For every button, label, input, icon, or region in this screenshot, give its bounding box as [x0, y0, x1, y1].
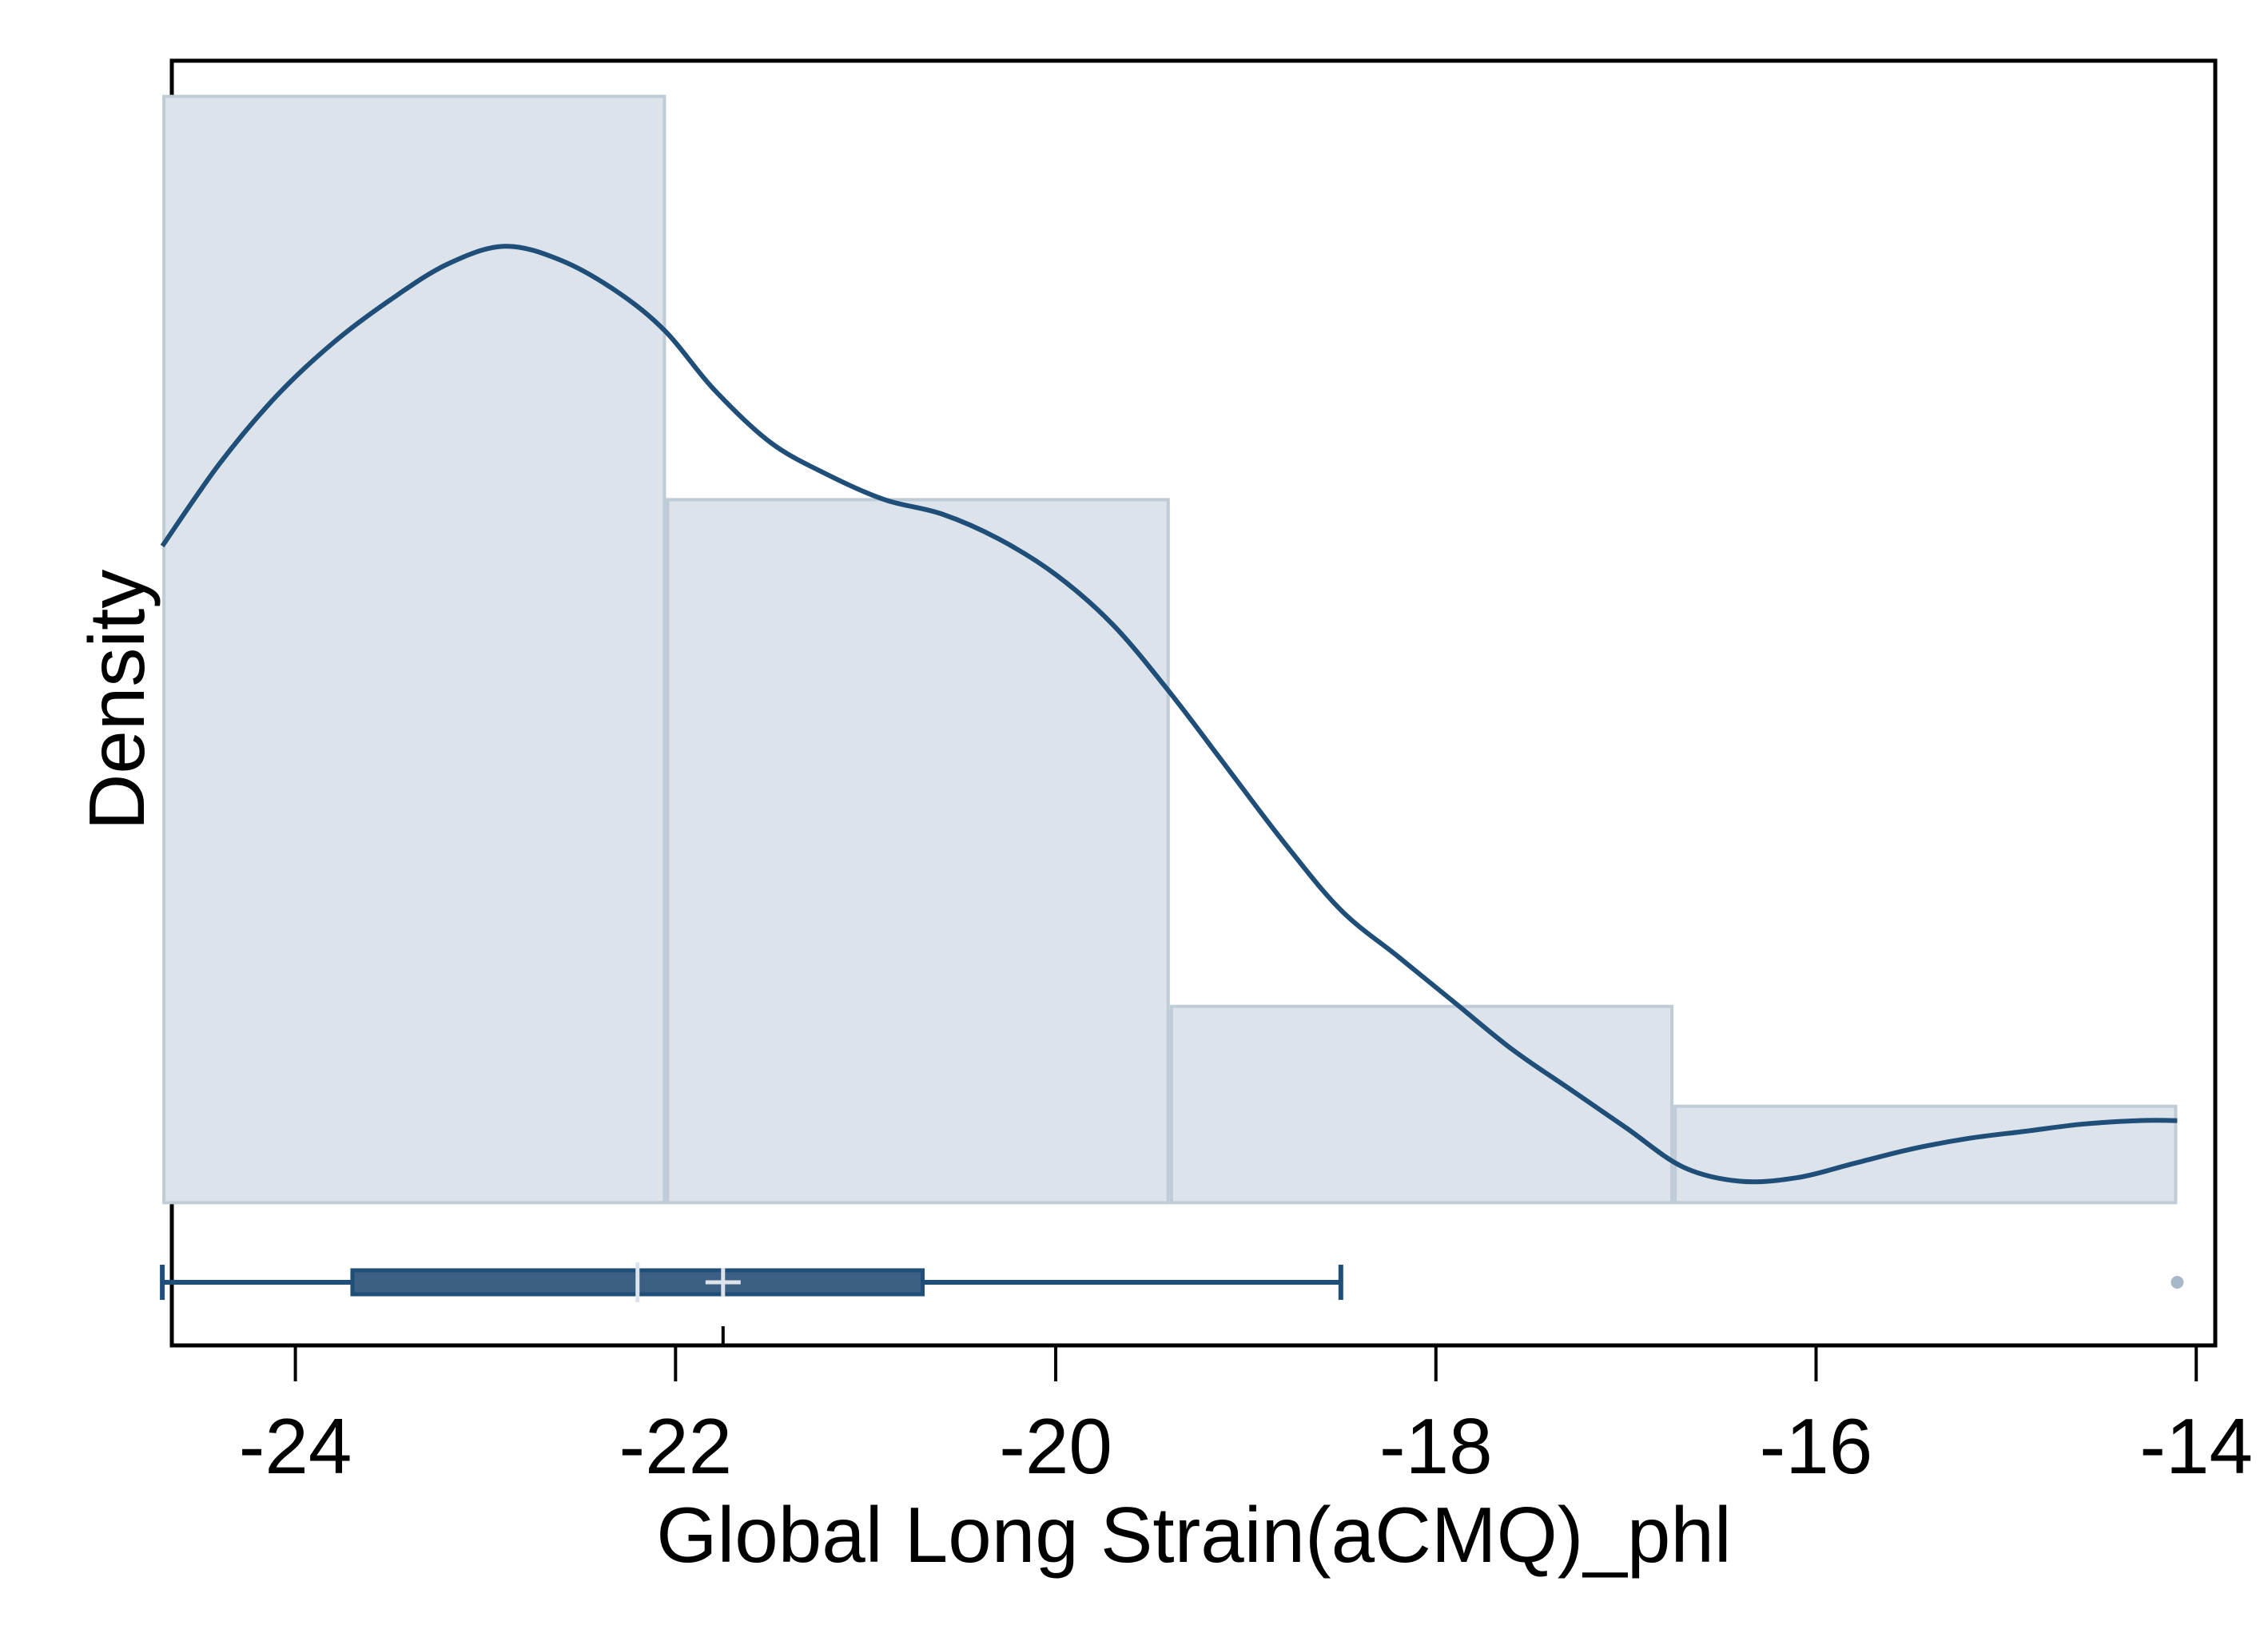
- histogram-bars: [162, 94, 2178, 1205]
- x-tick-label: -16: [1760, 1402, 1873, 1490]
- y-axis-label: Density: [73, 570, 161, 831]
- histogram-bar-3: [1169, 1004, 1674, 1205]
- x-tick-label: -18: [1379, 1402, 1493, 1490]
- x-axis: -24 -22 -20 -18 -16 -14: [239, 1345, 2253, 1490]
- kde-line: [160, 244, 2178, 1185]
- histogram-bar-1: [162, 94, 666, 1205]
- histogram-bar-2: [666, 498, 1170, 1205]
- x-axis-label: Global Long Strain(aCMQ)_phl: [656, 1491, 1731, 1579]
- x-tick-label: -22: [619, 1402, 733, 1490]
- x-tick-label: -24: [239, 1402, 352, 1490]
- outlier-point-1: [2171, 1276, 2184, 1289]
- x-tick-label: -14: [2139, 1402, 2253, 1490]
- boxplot: [160, 1262, 2184, 1345]
- x-tick-label: -20: [999, 1402, 1112, 1490]
- density-curve: [160, 244, 2178, 1185]
